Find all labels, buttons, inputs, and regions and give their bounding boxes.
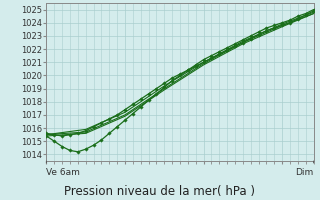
Text: Dim: Dim [295,168,314,177]
Text: Ve 6am: Ve 6am [46,168,80,177]
Text: Pression niveau de la mer( hPa ): Pression niveau de la mer( hPa ) [65,185,255,198]
